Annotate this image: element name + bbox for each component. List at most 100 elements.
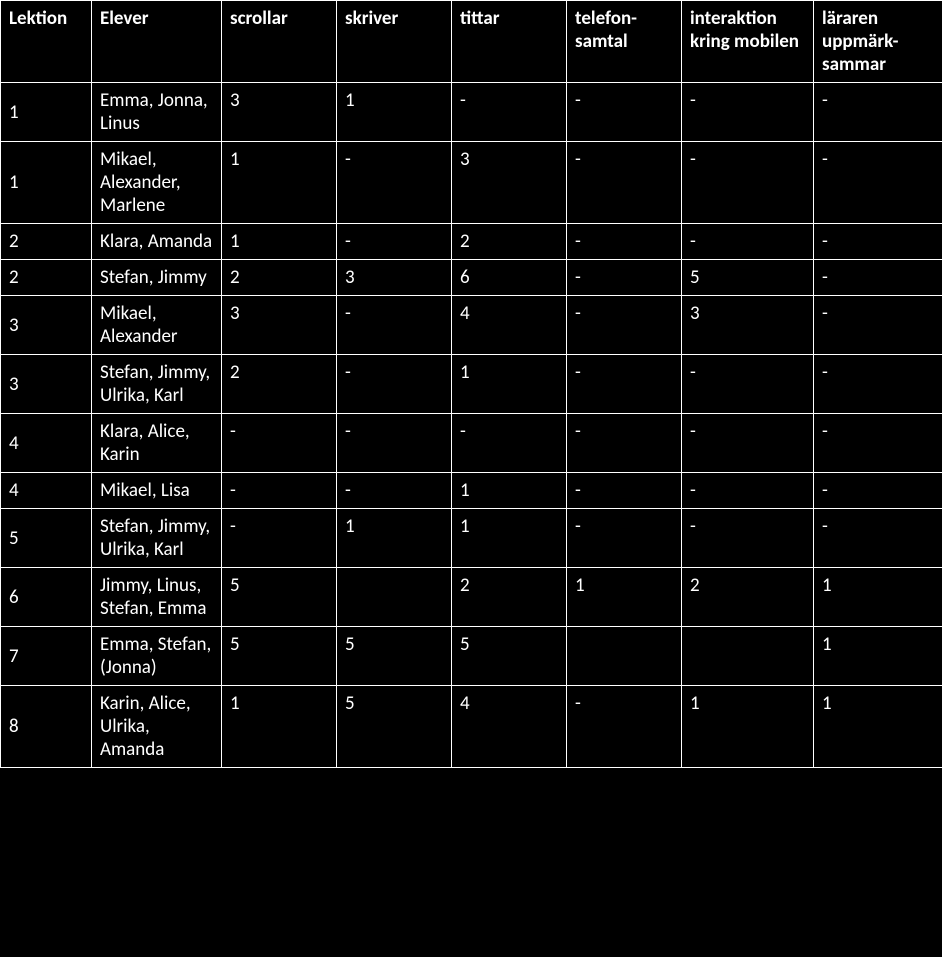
cell-elever: Klara, Alice, Karin	[92, 414, 222, 473]
cell-lektion: 4	[1, 473, 92, 509]
cell-skriver: -	[337, 414, 452, 473]
table-row: 6 Jimmy, Linus, Stefan, Emma 5 2 1 2 1	[1, 568, 942, 627]
table-body: 1 Emma, Jonna, Linus 3 1 - - - - 1 Mikae…	[1, 83, 942, 768]
cell-lektion: 2	[1, 260, 92, 296]
cell-skriver: 1	[337, 509, 452, 568]
cell-elever: Emma, Jonna, Linus	[92, 83, 222, 142]
cell-scrollar: 2	[222, 260, 337, 296]
cell-interaktion: 1	[682, 686, 814, 768]
cell-elever: Mikael, Alexander, Marlene	[92, 142, 222, 224]
cell-skriver: 5	[337, 627, 452, 686]
cell-interaktion: 2	[682, 568, 814, 627]
cell-lararen: -	[814, 414, 942, 473]
cell-scrollar: -	[222, 414, 337, 473]
cell-scrollar: -	[222, 473, 337, 509]
cell-telefon: 1	[567, 568, 682, 627]
cell-telefon: -	[567, 260, 682, 296]
cell-telefon: -	[567, 414, 682, 473]
cell-scrollar: 5	[222, 568, 337, 627]
table-row: 7 Emma, Stefan, (Jonna) 5 5 5 1	[1, 627, 942, 686]
observation-table: Lektion Elever scrollar skriver tittar t…	[0, 0, 942, 768]
cell-scrollar: 3	[222, 296, 337, 355]
cell-telefon: -	[567, 142, 682, 224]
table-header: Lektion Elever scrollar skriver tittar t…	[1, 1, 942, 83]
cell-tittar: 4	[452, 686, 567, 768]
table-row: 3 Stefan, Jimmy, Ulrika, Karl 2 - 1 - - …	[1, 355, 942, 414]
table-row: 1 Emma, Jonna, Linus 3 1 - - - -	[1, 83, 942, 142]
table-row: 2 Stefan, Jimmy 2 3 6 - 5 -	[1, 260, 942, 296]
cell-interaktion: 5	[682, 260, 814, 296]
cell-lararen: 1	[814, 568, 942, 627]
cell-skriver: 5	[337, 686, 452, 768]
cell-skriver	[337, 568, 452, 627]
cell-elever: Stefan, Jimmy, Ulrika, Karl	[92, 509, 222, 568]
cell-tittar: 6	[452, 260, 567, 296]
header-tittar: tittar	[452, 1, 567, 83]
header-elever: Elever	[92, 1, 222, 83]
cell-scrollar: 2	[222, 355, 337, 414]
table-row: 2 Klara, Amanda 1 - 2 - - -	[1, 224, 942, 260]
cell-telefon: -	[567, 355, 682, 414]
cell-elever: Klara, Amanda	[92, 224, 222, 260]
cell-elever: Emma, Stefan, (Jonna)	[92, 627, 222, 686]
table-row: 5 Stefan, Jimmy, Ulrika, Karl - 1 1 - - …	[1, 509, 942, 568]
cell-interaktion: 3	[682, 296, 814, 355]
cell-tittar: -	[452, 83, 567, 142]
cell-tittar: 1	[452, 355, 567, 414]
cell-interaktion: -	[682, 83, 814, 142]
cell-lektion: 3	[1, 355, 92, 414]
cell-skriver: -	[337, 473, 452, 509]
header-row: Lektion Elever scrollar skriver tittar t…	[1, 1, 942, 83]
cell-tittar: 3	[452, 142, 567, 224]
cell-elever: Mikael, Lisa	[92, 473, 222, 509]
cell-skriver: 1	[337, 83, 452, 142]
cell-lektion: 6	[1, 568, 92, 627]
cell-lararen: -	[814, 260, 942, 296]
cell-elever: Stefan, Jimmy	[92, 260, 222, 296]
cell-scrollar: 5	[222, 627, 337, 686]
cell-lararen: -	[814, 142, 942, 224]
cell-interaktion: -	[682, 414, 814, 473]
cell-scrollar: 1	[222, 142, 337, 224]
header-lektion: Lektion	[1, 1, 92, 83]
cell-tittar: 4	[452, 296, 567, 355]
cell-elever: Stefan, Jimmy, Ulrika, Karl	[92, 355, 222, 414]
cell-tittar: 5	[452, 627, 567, 686]
cell-skriver: -	[337, 296, 452, 355]
cell-interaktion: -	[682, 473, 814, 509]
cell-telefon: -	[567, 296, 682, 355]
table-row: 4 Klara, Alice, Karin - - - - - -	[1, 414, 942, 473]
cell-interaktion: -	[682, 224, 814, 260]
cell-lektion: 4	[1, 414, 92, 473]
cell-elever: Jimmy, Linus, Stefan, Emma	[92, 568, 222, 627]
cell-skriver: -	[337, 224, 452, 260]
cell-lararen: -	[814, 83, 942, 142]
cell-interaktion: -	[682, 142, 814, 224]
cell-elever: Mikael, Alexander	[92, 296, 222, 355]
header-lararen: läraren uppmärk-sammar	[814, 1, 942, 83]
cell-lararen: 1	[814, 627, 942, 686]
header-scrollar: scrollar	[222, 1, 337, 83]
cell-lararen: 1	[814, 686, 942, 768]
cell-scrollar: 1	[222, 224, 337, 260]
cell-tittar: 2	[452, 568, 567, 627]
cell-lektion: 3	[1, 296, 92, 355]
cell-interaktion: -	[682, 509, 814, 568]
cell-interaktion: -	[682, 355, 814, 414]
header-interaktion: interaktion kring mobilen	[682, 1, 814, 83]
cell-lektion: 5	[1, 509, 92, 568]
cell-tittar: -	[452, 414, 567, 473]
table-row: 1 Mikael, Alexander, Marlene 1 - 3 - - -	[1, 142, 942, 224]
cell-lararen: -	[814, 296, 942, 355]
cell-telefon: -	[567, 509, 682, 568]
cell-tittar: 1	[452, 473, 567, 509]
cell-lektion: 1	[1, 142, 92, 224]
cell-lararen: -	[814, 355, 942, 414]
header-telefon: telefon-samtal	[567, 1, 682, 83]
cell-scrollar: -	[222, 509, 337, 568]
cell-skriver: -	[337, 355, 452, 414]
cell-scrollar: 3	[222, 83, 337, 142]
cell-skriver: -	[337, 142, 452, 224]
header-skriver: skriver	[337, 1, 452, 83]
cell-lektion: 1	[1, 83, 92, 142]
